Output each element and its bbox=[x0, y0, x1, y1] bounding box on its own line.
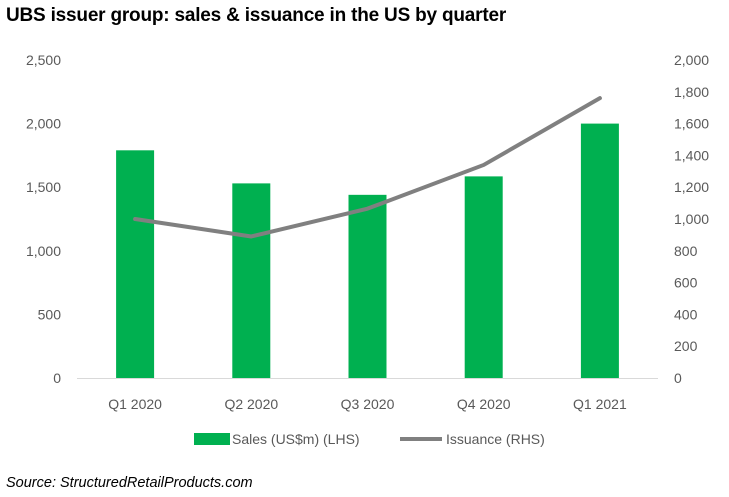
right-tick-label: 2,000 bbox=[674, 52, 709, 68]
legend-label-issuance: Issuance (RHS) bbox=[446, 431, 545, 447]
right-tick-label: 600 bbox=[674, 275, 698, 291]
right-tick-label: 200 bbox=[674, 338, 698, 354]
source-note: Source: StructuredRetailProducts.com bbox=[6, 475, 253, 491]
left-tick-label: 1,500 bbox=[26, 179, 61, 195]
right-tick-label: 1,200 bbox=[674, 179, 709, 195]
left-tick-label: 2,000 bbox=[26, 116, 61, 132]
x-axis-labels: Q1 2020 Q2 2020 Q3 2020 Q4 2020 Q1 2021 bbox=[108, 396, 627, 412]
left-tick-label: 1,000 bbox=[26, 243, 61, 259]
x-tick-label: Q2 2020 bbox=[224, 396, 278, 412]
chart-title: UBS issuer group: sales & issuance in th… bbox=[6, 5, 507, 26]
sales-bar bbox=[580, 123, 619, 378]
right-tick-label: 1,400 bbox=[674, 147, 709, 163]
right-tick-label: 800 bbox=[674, 243, 698, 259]
x-tick-label: Q1 2020 bbox=[108, 396, 162, 412]
sales-bar bbox=[348, 194, 387, 378]
legend: Sales (US$m) (LHS) Issuance (RHS) bbox=[194, 431, 545, 447]
right-tick-label: 1,000 bbox=[674, 211, 709, 227]
left-axis-ticks: 0 500 1,000 1,500 2,000 2,500 bbox=[26, 52, 61, 386]
sales-bar bbox=[232, 183, 271, 378]
issuance-line bbox=[133, 96, 602, 239]
left-tick-label: 2,500 bbox=[26, 52, 61, 68]
right-tick-label: 1,800 bbox=[674, 84, 709, 100]
right-tick-label: 400 bbox=[674, 306, 698, 322]
x-tick-label: Q1 2021 bbox=[573, 396, 627, 412]
x-tick-label: Q3 2020 bbox=[341, 396, 395, 412]
right-tick-label: 0 bbox=[674, 370, 682, 386]
legend-label-sales: Sales (US$m) (LHS) bbox=[232, 431, 360, 447]
left-tick-label: 0 bbox=[53, 370, 61, 386]
sales-bar bbox=[464, 176, 503, 378]
right-axis-ticks: 0 200 400 600 800 1,000 1,200 1,400 1,600 1,800 2,… bbox=[674, 52, 709, 386]
legend-swatch-sales bbox=[194, 433, 230, 445]
right-tick-label: 1,600 bbox=[674, 116, 709, 132]
sales-bar bbox=[116, 150, 155, 378]
left-tick-label: 500 bbox=[38, 306, 62, 322]
x-tick-label: Q4 2020 bbox=[457, 396, 511, 412]
sales-bars bbox=[116, 123, 619, 378]
